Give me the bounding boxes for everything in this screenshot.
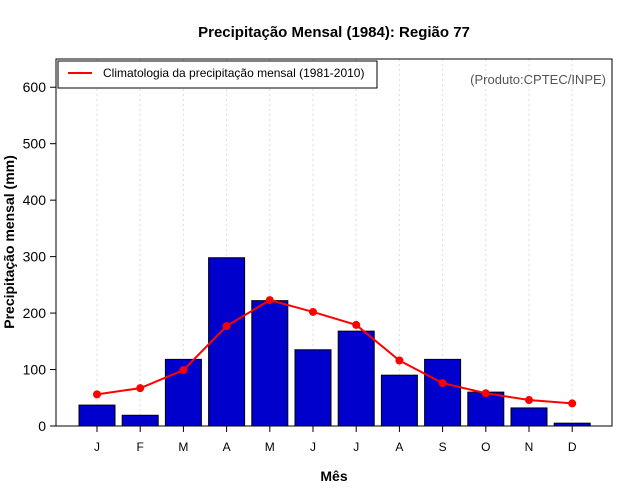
climatology-point-8 [395,356,404,365]
chart-title: Precipitação Mensal (1984): Região 77 [198,24,470,41]
x-tick-label: A [223,440,231,454]
climatology-point-9 [438,379,447,388]
x-tick-label: J [94,440,100,454]
climatology-point-11 [525,396,533,405]
x-tick-label: J [353,440,359,454]
legend: Climatologia da precipitação mensal (198… [57,60,378,89]
y-tick-label: 200 [23,305,47,321]
climatology-point-6 [309,307,317,316]
x-tick-label: D [568,440,577,454]
x-tick-label: M [265,440,275,454]
bar-9 [424,358,462,427]
bar-7 [337,330,375,427]
climatology-point-10 [481,389,490,398]
bar-layer [78,257,591,427]
climatology-point-2 [136,384,145,393]
legend-box [57,60,378,89]
y-axis: 0 100 200 300 400 500 600 [23,79,56,434]
bar-11 [510,407,548,427]
bar-4 [208,257,246,427]
credit-annotation: (Produto:CPTEC/INPE) [470,72,606,87]
plot-frame [55,58,613,427]
y-axis-label: Precipitação mensal (mm) [1,155,17,329]
x-tick-label: M [178,440,188,454]
x-tick-label: N [525,440,534,454]
y-tick-label: 300 [23,249,47,265]
y-tick-label: 600 [23,79,47,95]
bar-2 [121,414,159,427]
climatology-point-7 [352,320,361,329]
climatology-point-1 [93,390,101,399]
bar-10 [467,391,505,427]
x-axis-label: Mês [320,468,347,484]
climatology-point-4 [222,322,231,331]
y-tick-label: 0 [38,418,46,434]
x-tick-label: O [481,440,490,454]
y-tick-label: 500 [23,136,47,152]
bar-5 [251,300,289,427]
x-tick-label: A [395,440,403,454]
bar-8 [380,374,418,427]
bar-1 [78,404,116,427]
climatology-line [96,299,573,405]
x-tick-label: S [439,440,447,454]
line-layer [93,296,577,408]
bar-6 [294,349,332,427]
climatology-point-5 [265,296,274,305]
legend-entry-climatology: Climatologia da precipitação mensal (198… [103,66,364,80]
y-tick-label: 400 [23,192,47,208]
x-tick-label: J [310,440,316,454]
y-tick-label: 100 [23,362,47,378]
climatology-point-3 [179,366,188,375]
climatology-point-12 [568,399,577,408]
x-tick-label: F [137,440,144,454]
